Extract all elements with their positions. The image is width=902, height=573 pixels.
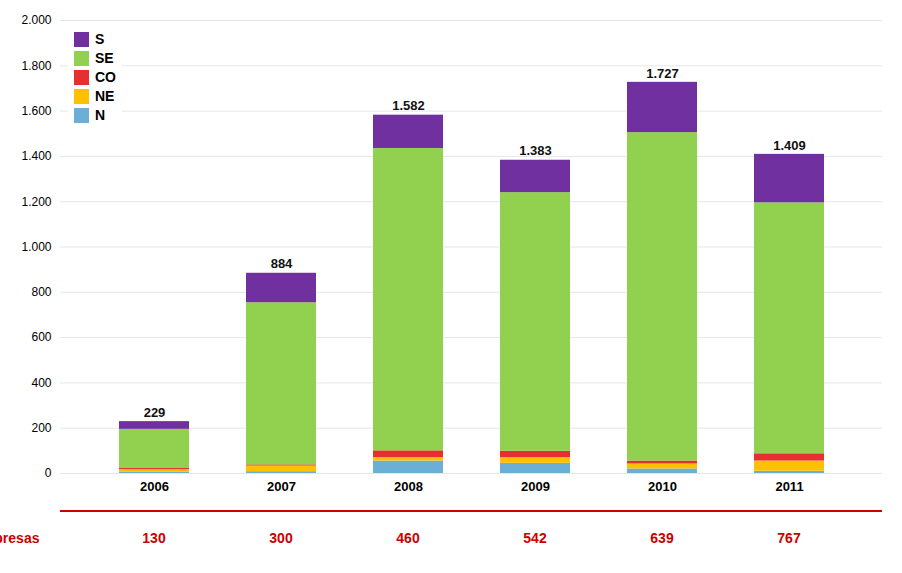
- svg-text:Empresas: Empresas: [0, 530, 40, 546]
- svg-text:0: 0: [45, 466, 52, 480]
- svg-text:1.383: 1.383: [519, 143, 552, 158]
- svg-text:639: 639: [650, 530, 674, 546]
- svg-text:542: 542: [523, 530, 547, 546]
- svg-text:1.400: 1.400: [21, 149, 51, 163]
- svg-text:2010: 2010: [648, 479, 677, 494]
- html-text:N: N: [95, 107, 106, 123]
- svg-text:1.409: 1.409: [773, 138, 806, 153]
- html-text:CO: CO: [95, 69, 116, 85]
- svg-text:229: 229: [144, 405, 166, 420]
- svg-text:1.582: 1.582: [392, 98, 425, 113]
- svg-text:600: 600: [31, 330, 51, 344]
- svg-text:200: 200: [31, 421, 51, 435]
- svg-text:2007: 2007: [267, 479, 296, 494]
- svg-text:1.200: 1.200: [21, 195, 51, 209]
- svg-text:300: 300: [269, 530, 293, 546]
- svg-text:1.000: 1.000: [21, 240, 51, 254]
- html-text:SE: SE: [95, 50, 114, 66]
- svg-text:2008: 2008: [394, 479, 423, 494]
- html-text:S: S: [95, 31, 105, 47]
- svg-text:800: 800: [31, 285, 51, 299]
- svg-text:1.600: 1.600: [21, 104, 51, 118]
- svg-text:2011: 2011: [775, 479, 803, 494]
- svg-text:460: 460: [396, 530, 420, 546]
- svg-text:2006: 2006: [140, 479, 169, 494]
- svg-text:2.000: 2.000: [21, 13, 51, 27]
- svg-text:884: 884: [271, 256, 293, 271]
- svg-text:130: 130: [142, 530, 166, 546]
- svg-text:400: 400: [31, 376, 51, 390]
- svg-text:2009: 2009: [521, 479, 550, 494]
- svg-text:1.727: 1.727: [646, 65, 679, 80]
- svg-text:767: 767: [777, 530, 801, 546]
- svg-text:1.800: 1.800: [21, 59, 51, 73]
- html-text:NE: NE: [95, 88, 115, 104]
